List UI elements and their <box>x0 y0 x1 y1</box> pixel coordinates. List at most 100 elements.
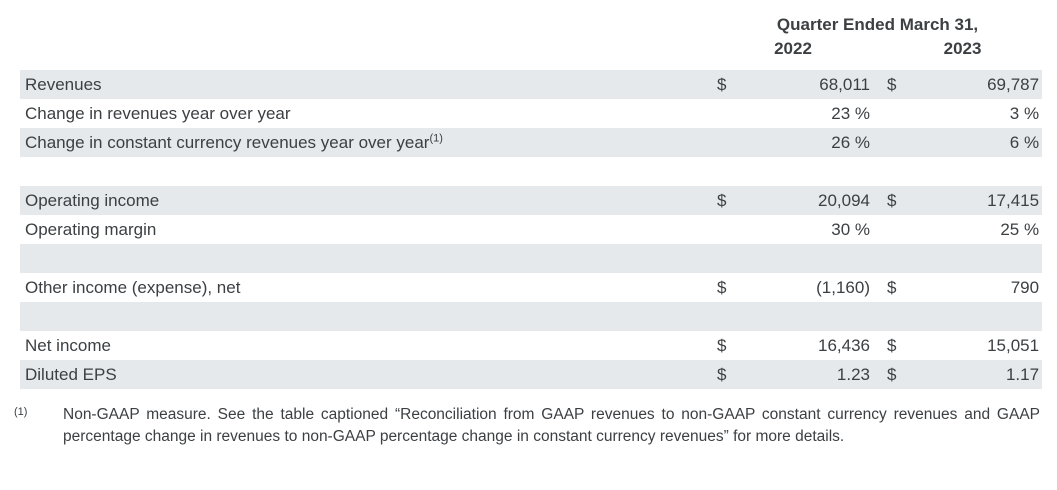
header-spacer-row <box>20 62 1042 70</box>
column-gap-cell <box>873 186 883 215</box>
value-2022: 20,094 <box>818 190 870 210</box>
footnote: (1) Non-GAAP measure. See the table capt… <box>14 404 1043 448</box>
currency-symbol-2022 <box>713 215 740 244</box>
header-empty-cell <box>20 10 713 36</box>
row-label: Diluted EPS <box>20 360 713 389</box>
header-gap-cell <box>873 36 883 62</box>
currency-symbol-2023 <box>883 244 910 273</box>
row-label <box>20 157 713 186</box>
currency-symbol-2022: $ <box>717 364 727 384</box>
column-gap-cell <box>873 273 883 302</box>
row-label-text: Change in revenues year over year <box>25 103 291 123</box>
column-gap-cell <box>873 157 883 186</box>
table-row: Diluted EPS $ 1.23 $ 1.17 <box>20 360 1043 389</box>
currency-symbol-2023 <box>883 128 910 157</box>
currency-symbol-2023: $ <box>887 335 897 355</box>
row-label-text: Operating margin <box>25 219 157 239</box>
row-label: Operating income <box>20 186 713 215</box>
table-years-row: 2022 2023 <box>20 36 1042 62</box>
row-label-text: Change in constant currency revenues yea… <box>25 132 430 152</box>
value-2022 <box>740 244 873 273</box>
currency-symbol-2023 <box>883 302 910 331</box>
row-label: Other income (expense), net <box>20 273 713 302</box>
footnote-text: Non-GAAP measure. See the table captione… <box>63 406 1040 445</box>
header-empty-cell <box>20 36 713 62</box>
value-2022: 26 % <box>831 132 870 152</box>
column-header-2023: 2023 <box>943 39 982 58</box>
value-2023 <box>910 302 1042 331</box>
value-2022: 23 % <box>831 103 870 123</box>
row-label: Change in constant currency revenues yea… <box>20 128 713 157</box>
column-gap-cell <box>873 128 883 157</box>
currency-symbol-2022: $ <box>717 277 727 297</box>
currency-symbol-2022 <box>713 302 740 331</box>
table-row: Operating margin 30 % 25 % <box>20 215 1042 244</box>
table-row: Net income $ 16,436 $ 15,051 <box>20 331 1042 360</box>
currency-symbol-2022 <box>713 128 740 157</box>
row-label-text: Diluted EPS <box>25 364 117 384</box>
table-title: Quarter Ended March 31, <box>776 15 979 34</box>
value-2023: 17,415 <box>987 190 1040 210</box>
currency-symbol-2023: $ <box>887 190 897 210</box>
value-2023: 15,051 <box>987 335 1040 355</box>
value-2022: 1.23 <box>836 364 870 384</box>
value-2023: 3 % <box>1009 103 1040 123</box>
row-label-text: Revenues <box>25 74 102 94</box>
table-header-row: Quarter Ended March 31, <box>20 10 1042 36</box>
column-gap-cell <box>873 244 883 273</box>
table-row: Change in revenues year over year 23 % 3… <box>20 99 1042 128</box>
currency-symbol-2023 <box>883 99 910 128</box>
row-label: Revenues <box>20 70 713 99</box>
value-2022: (1,160) <box>816 277 870 297</box>
row-label-text: Net income <box>25 335 111 355</box>
table-row: Revenues $ 68,011 $ 69,787 <box>20 70 1043 99</box>
row-label <box>20 244 713 273</box>
column-gap-cell <box>873 99 883 128</box>
table-row <box>20 157 1042 186</box>
value-2022: 16,436 <box>818 335 870 355</box>
value-2023: 69,787 <box>987 74 1040 94</box>
value-2023: 6 % <box>1009 132 1040 152</box>
column-header-2022: 2022 <box>774 39 812 58</box>
value-2022 <box>740 157 873 186</box>
column-gap-cell <box>873 302 883 331</box>
value-2022: 68,011 <box>819 74 870 94</box>
value-2023: 25 % <box>1000 219 1040 239</box>
table-row <box>20 244 1043 273</box>
row-label: Change in revenues year over year <box>20 99 713 128</box>
value-2023 <box>910 244 1042 273</box>
footnote-marker: (1) <box>14 406 28 418</box>
currency-symbol-2022: $ <box>717 335 727 355</box>
value-2023: 1.17 <box>1005 364 1040 384</box>
column-gap-cell <box>873 70 883 99</box>
currency-symbol-2022: $ <box>717 74 727 94</box>
row-label-text: Operating income <box>25 190 160 210</box>
table-body: Revenues $ 68,011 $ 69,787 Change in rev… <box>20 70 1043 389</box>
financial-summary-table: Quarter Ended March 31, 2022 2023 Revenu… <box>20 10 1043 389</box>
currency-symbol-2023: $ <box>887 364 897 384</box>
row-label <box>20 302 713 331</box>
value-2022 <box>740 302 873 331</box>
currency-symbol-2022: $ <box>717 190 727 210</box>
row-label-superscript: (1) <box>429 131 443 144</box>
currency-symbol-2023: $ <box>887 277 897 297</box>
row-label-text: Other income (expense), net <box>25 277 241 297</box>
currency-symbol-2022 <box>713 157 740 186</box>
header-spacer-cell <box>20 62 1042 70</box>
value-2022: 30 % <box>831 219 870 239</box>
column-gap-cell <box>873 215 883 244</box>
currency-symbol-2022 <box>713 99 740 128</box>
value-2023 <box>910 157 1042 186</box>
column-gap-cell <box>873 331 883 360</box>
currency-symbol-2023 <box>883 215 910 244</box>
table-row <box>20 302 1043 331</box>
currency-symbol-2023: $ <box>887 74 897 94</box>
currency-symbol-2022 <box>713 244 740 273</box>
column-gap-cell <box>873 360 883 389</box>
table-row: Operating income $ 20,094 $ 17,415 <box>20 186 1043 215</box>
value-2023: 790 <box>1010 277 1040 297</box>
row-label: Net income <box>20 331 713 360</box>
currency-symbol-2023 <box>883 157 910 186</box>
row-label: Operating margin <box>20 215 713 244</box>
